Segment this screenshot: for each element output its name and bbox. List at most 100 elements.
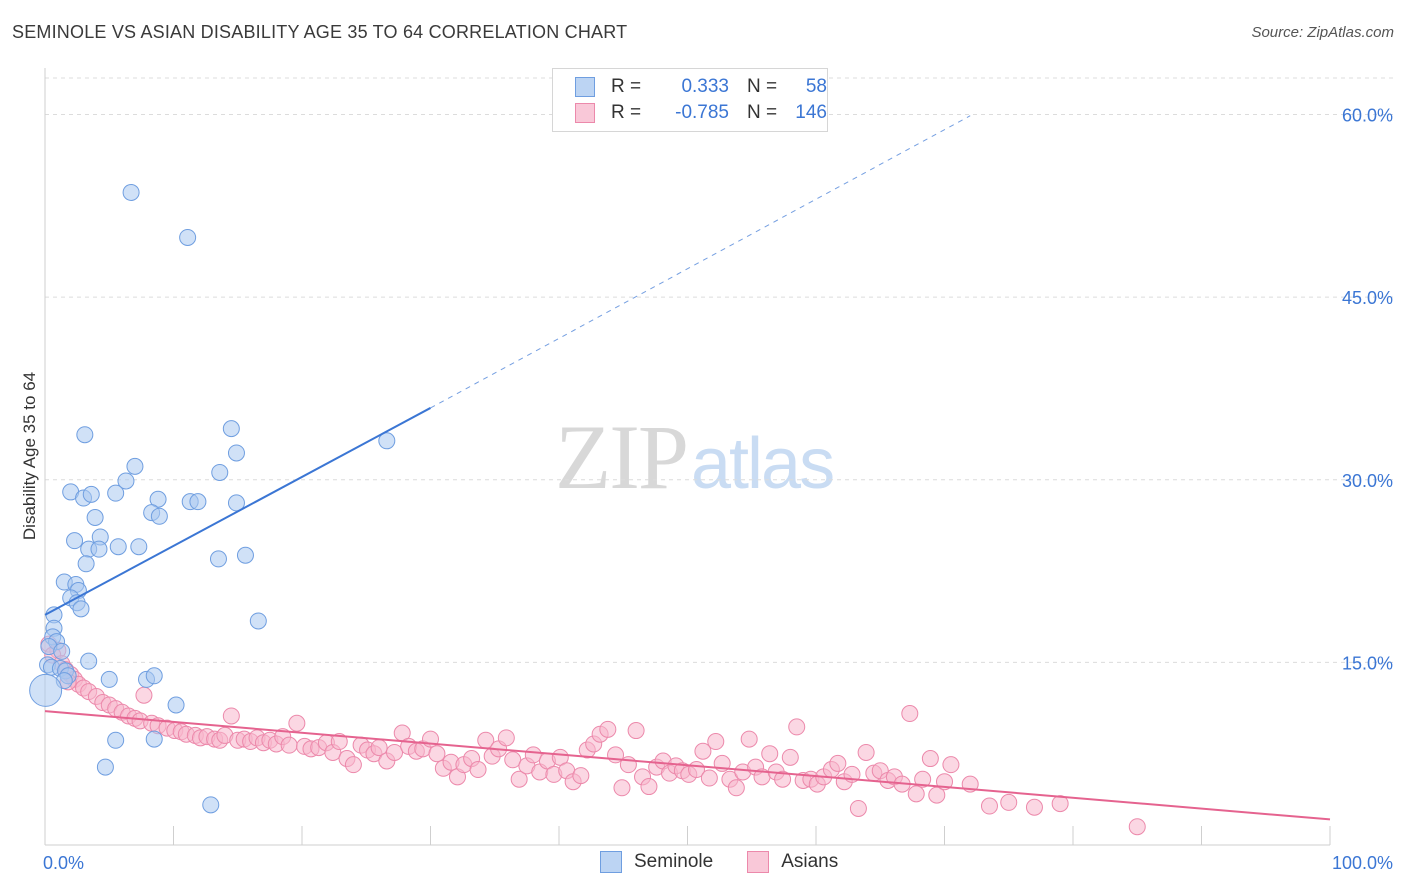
asians-point: [288, 714, 306, 732]
y-axis-title: Disability Age 35 to 64: [20, 371, 39, 541]
x-tick-label: 0.0%: [43, 853, 84, 873]
asians-point: [572, 767, 590, 785]
seminole-point: [378, 432, 396, 450]
asians-point: [640, 778, 658, 796]
asians-point: [222, 707, 240, 725]
asians-point: [627, 722, 645, 740]
seminole-point: [80, 652, 98, 670]
r-value: 0.333: [681, 76, 729, 97]
watermark: ZIPatlas: [555, 404, 835, 510]
seminole-point: [76, 426, 94, 444]
asians-point: [707, 733, 725, 751]
seminole-trendline: [44, 407, 431, 616]
series-legend: Seminole Asians: [600, 851, 872, 873]
seminole-swatch: [575, 77, 595, 97]
seminole-point: [130, 538, 148, 556]
legend-item-asians[interactable]: Asians: [747, 851, 838, 873]
seminole-point: [145, 667, 163, 685]
seminole-point: [82, 485, 100, 503]
asians-point: [921, 750, 939, 768]
y-tick-label: 45.0%: [1342, 288, 1393, 308]
asians-point: [428, 745, 446, 763]
asians-trendline: [44, 710, 1331, 821]
seminole-point: [107, 484, 125, 502]
asians-point: [599, 720, 617, 738]
seminole-point: [227, 444, 245, 462]
watermark-zip: ZIP: [555, 406, 689, 508]
asians-point: [727, 779, 745, 797]
seminole-point: [117, 472, 135, 490]
chart-title: SEMINOLE VS ASIAN DISABILITY AGE 35 TO 6…: [12, 22, 628, 42]
asians-point: [700, 769, 718, 787]
seminole-trendline-extension: [430, 115, 971, 409]
seminole-point: [100, 670, 118, 688]
asians-point: [907, 785, 925, 803]
asians-point: [1128, 818, 1146, 836]
asians-point: [386, 743, 404, 761]
legend-row-seminole: R = 0.333 N = 58: [575, 75, 827, 99]
y-tick-label: 30.0%: [1342, 471, 1393, 491]
seminole-point: [122, 183, 140, 201]
x-tick-label: 100.0%: [1332, 853, 1393, 873]
seminole-point: [145, 730, 163, 748]
legend-row-asians: R = -0.785 N = 146: [575, 101, 827, 125]
asians-point: [1051, 795, 1069, 813]
asians-point: [524, 746, 542, 764]
n-label: N =: [747, 76, 778, 97]
seminole-point: [236, 546, 254, 564]
y-tick-label: 15.0%: [1342, 653, 1393, 673]
seminole-point: [202, 796, 220, 814]
asians-swatch: [575, 103, 595, 123]
asians-point: [857, 743, 875, 761]
r-label: R =: [611, 76, 642, 97]
asians-point: [1025, 798, 1043, 816]
y-tick-label: 60.0%: [1342, 106, 1393, 126]
asians-point: [788, 718, 806, 736]
asians-point: [497, 729, 515, 747]
seminole-point: [150, 507, 168, 525]
asians-legend-swatch: [747, 851, 770, 873]
asians-point: [469, 761, 487, 779]
asians-point: [510, 770, 528, 788]
seminole-point: [249, 612, 267, 630]
n-value: 58: [805, 76, 827, 97]
watermark-atlas: atlas: [691, 424, 835, 504]
asians-point: [1000, 793, 1018, 811]
seminole-point: [90, 540, 108, 558]
asians-point: [280, 736, 298, 754]
asians-point: [694, 742, 712, 760]
seminole-point: [86, 509, 104, 527]
asians-point: [781, 748, 799, 766]
stats-legend: R = 0.333 N = 58 R = -0.785 N = 146: [552, 68, 828, 132]
legend-label-asians: Asians: [781, 851, 839, 872]
asians-point: [344, 756, 362, 774]
asians-point: [504, 751, 522, 769]
legend-label-seminole: Seminole: [634, 851, 714, 872]
seminole-point: [126, 457, 144, 475]
seminole-point: [96, 758, 114, 776]
asians-point: [829, 754, 847, 772]
n-label: N =: [747, 102, 778, 123]
asians-point: [914, 770, 932, 788]
asians-point: [980, 797, 998, 815]
seminole-point: [53, 642, 71, 660]
asians-point: [901, 705, 919, 723]
seminole-point: [209, 550, 227, 568]
seminole-point: [211, 463, 229, 481]
asians-point: [135, 686, 153, 704]
asians-point: [849, 799, 867, 817]
legend-item-seminole[interactable]: Seminole: [600, 851, 713, 873]
source-label: Source: ZipAtlas.com: [1251, 24, 1394, 41]
asians-point: [330, 733, 348, 751]
seminole-point: [189, 493, 207, 511]
seminole-point: [107, 731, 125, 749]
seminole-point: [222, 420, 240, 438]
asians-point: [774, 770, 792, 788]
asians-point: [740, 730, 758, 748]
asians-point: [613, 779, 631, 797]
seminole-point: [77, 555, 95, 573]
seminole-point: [227, 494, 245, 512]
r-label: R =: [611, 102, 642, 123]
n-value: 146: [795, 102, 827, 123]
